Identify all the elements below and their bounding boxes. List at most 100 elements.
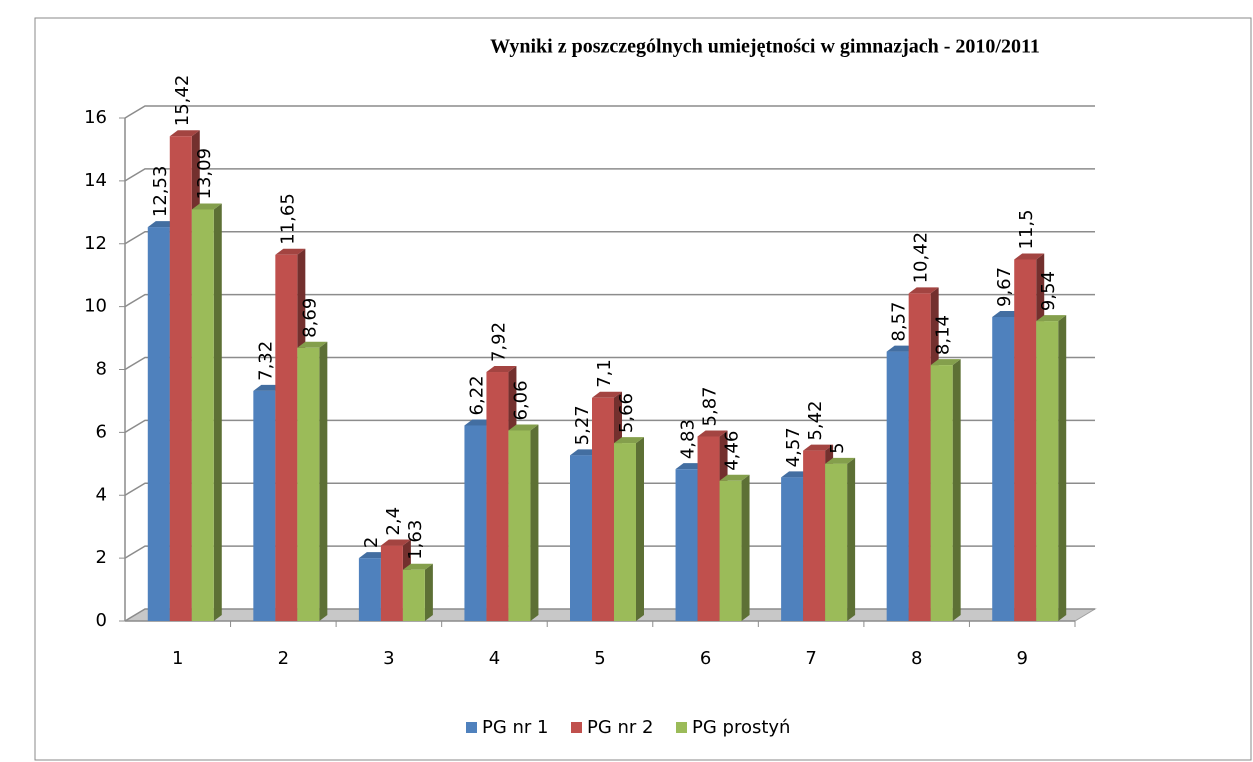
bar-top: [825, 457, 856, 464]
bar: [1014, 259, 1037, 621]
bar-top: [1036, 315, 1067, 322]
bar: [697, 436, 720, 621]
value-label: 7,32: [255, 341, 276, 381]
legend-label: PG nr 2: [587, 717, 654, 738]
value-label: 8,69: [299, 298, 320, 338]
bar: [297, 347, 320, 621]
value-label: 5,66: [616, 393, 637, 433]
legend-swatch: [466, 722, 477, 733]
chart-title: Wyniki z poszczególnych umiejętności w g…: [490, 36, 1040, 58]
bar: [614, 443, 636, 621]
value-label: 11,5: [1016, 209, 1037, 249]
y-tick-label: 0: [96, 610, 107, 631]
legend-label: PG prostyń: [692, 717, 790, 738]
value-label: 7,92: [488, 322, 509, 362]
value-label: 5,27: [572, 405, 593, 445]
grid-line: [124, 608, 1095, 622]
bar-side: [213, 203, 222, 621]
value-label: 9,67: [994, 267, 1015, 307]
bar: [253, 390, 276, 621]
bar-side: [847, 457, 856, 621]
bar: [592, 397, 614, 621]
bar-top: [719, 474, 750, 481]
x-tick-label: 6: [700, 648, 711, 669]
bar-side: [741, 474, 750, 621]
bar-top: [169, 130, 200, 137]
value-label: 4,57: [783, 427, 804, 467]
bar-side: [1058, 315, 1067, 621]
x-tick-label: 4: [489, 648, 500, 669]
legend-swatch: [571, 722, 582, 733]
x-tick-label: 5: [594, 648, 605, 669]
bar-side: [636, 437, 644, 621]
value-label: 6,06: [510, 380, 531, 420]
x-tick-label: 7: [805, 648, 816, 669]
value-label: 5,87: [700, 386, 721, 426]
bar-top: [297, 341, 328, 348]
value-label: 5,42: [805, 401, 826, 441]
bar-top: [275, 248, 306, 255]
bar-side: [319, 341, 328, 621]
bar-side: [952, 359, 961, 621]
value-label: 10,42: [911, 232, 932, 284]
bar: [508, 430, 531, 621]
bar-top: [508, 424, 539, 431]
bar: [825, 463, 848, 621]
value-label: 13,09: [194, 148, 215, 200]
bar-top: [592, 391, 622, 398]
bar: [908, 293, 931, 621]
bar: [675, 469, 698, 621]
bar-top: [908, 287, 939, 294]
value-label: 2: [361, 537, 382, 548]
value-label: 5: [827, 442, 848, 453]
bar: [275, 254, 298, 622]
bar-side: [424, 563, 433, 621]
value-label: 8,57: [889, 302, 910, 342]
bar-top: [930, 359, 961, 366]
y-tick-label: 16: [84, 107, 107, 128]
legend-swatch: [676, 722, 687, 733]
grid-line: [124, 419, 1095, 434]
bar: [147, 227, 170, 621]
grid-line: [124, 231, 1095, 245]
bar-top: [803, 444, 834, 451]
y-tick-label: 14: [84, 170, 107, 191]
grid-line: [124, 293, 1095, 308]
x-tick-label: 9: [1016, 648, 1027, 669]
bar: [781, 477, 804, 621]
grid-line: [124, 168, 1095, 182]
value-label: 9,54: [1038, 271, 1059, 311]
bar-top: [191, 203, 222, 210]
bar: [486, 372, 509, 621]
bar-top: [1014, 253, 1045, 260]
y-tick-label: 8: [96, 359, 107, 380]
bar: [191, 209, 214, 621]
y-tick-label: 2: [96, 547, 107, 568]
value-label: 2,4: [383, 507, 404, 536]
value-label: 4,83: [678, 419, 699, 459]
bar-top: [486, 366, 517, 373]
y-tick-label: 12: [84, 233, 107, 254]
grid-line: [124, 356, 1095, 371]
bar: [570, 455, 592, 621]
bar: [464, 425, 487, 621]
grid-line: [124, 545, 1095, 559]
bar-top: [614, 437, 644, 444]
y-tick-label: 4: [96, 484, 107, 505]
grid-line: [124, 105, 1095, 119]
bar: [358, 558, 381, 621]
value-label: 1,63: [405, 520, 426, 560]
value-label: 6,22: [466, 375, 487, 415]
bar: [886, 351, 909, 621]
y-tick-label: 10: [84, 296, 107, 317]
bar: [719, 480, 742, 621]
value-label: 8,14: [933, 315, 954, 355]
value-label: 15,42: [172, 75, 193, 127]
bar: [1036, 321, 1059, 621]
x-tick-label: 8: [911, 648, 922, 669]
x-tick-label: 2: [278, 648, 289, 669]
bar-side: [530, 424, 539, 621]
bar: [380, 545, 403, 621]
bar-top: [402, 563, 433, 570]
